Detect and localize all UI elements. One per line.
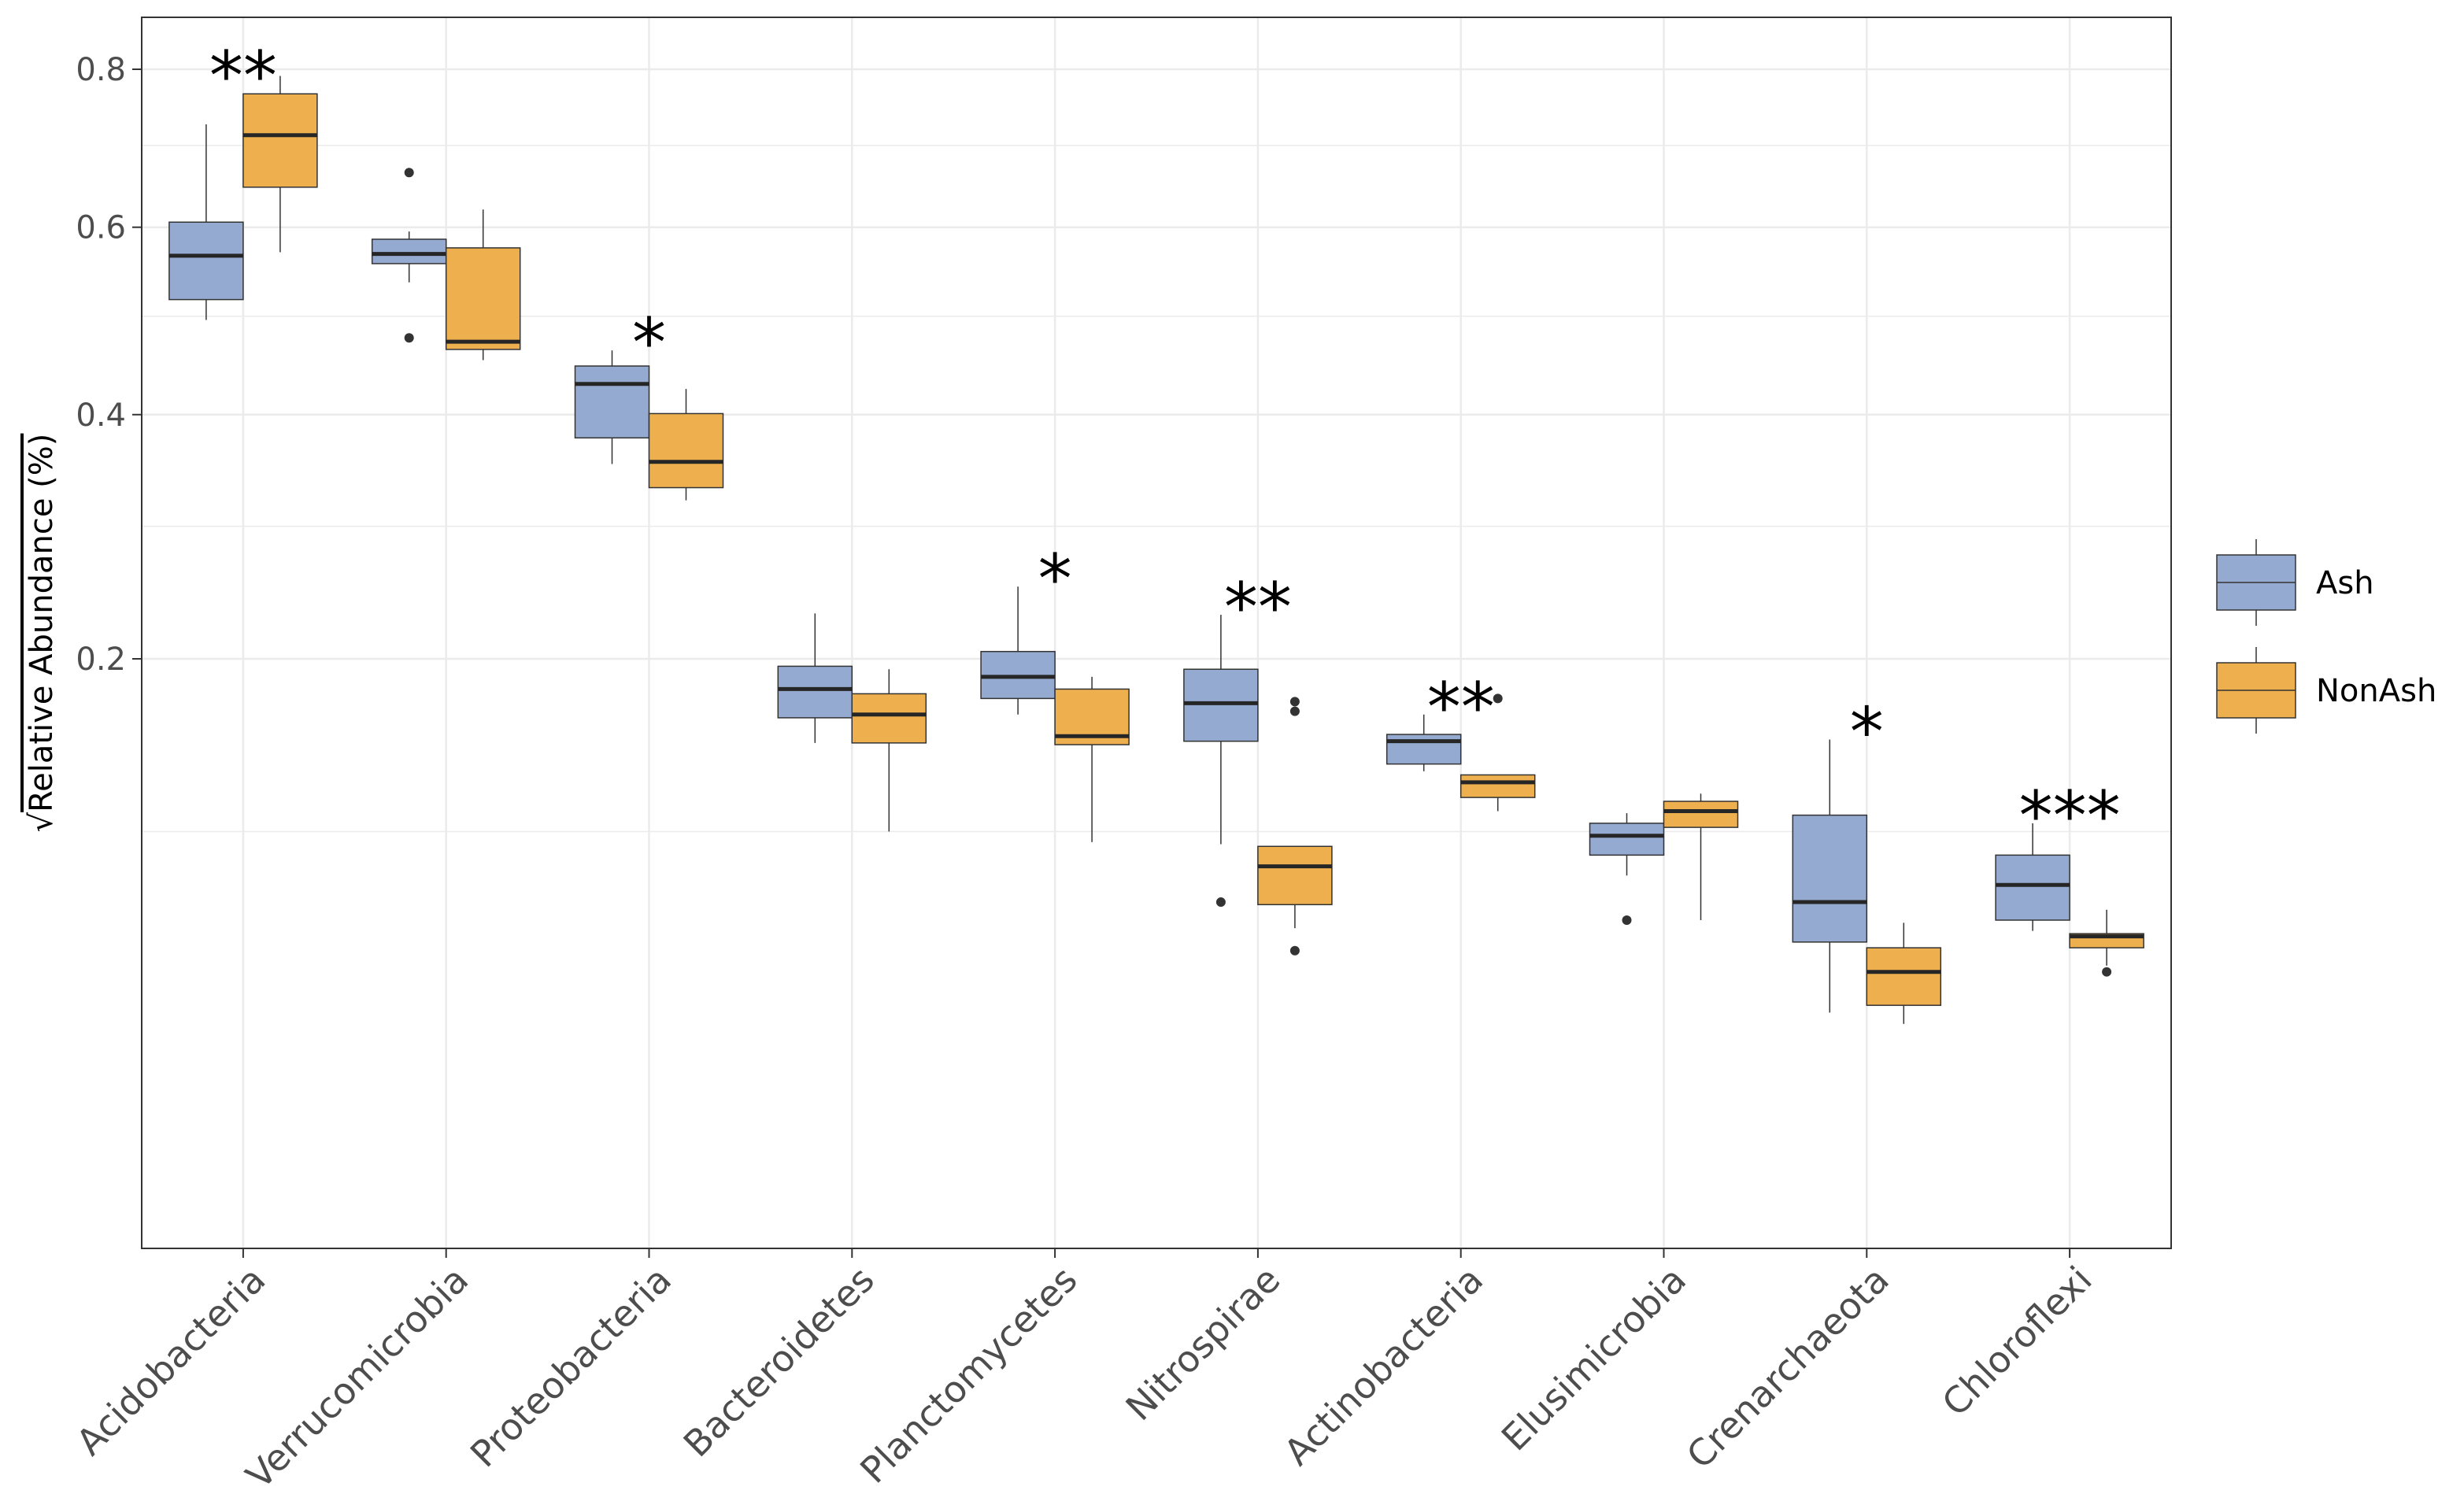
gridlines xyxy=(142,17,2171,1248)
outlier-point xyxy=(1215,897,1226,908)
x-tick-label: Chloroflexi xyxy=(1933,1258,2100,1424)
box-nonash-proteobacteria xyxy=(648,389,724,501)
outlier-point xyxy=(1289,945,1300,956)
box-ash-verrucomicrobia xyxy=(371,168,447,343)
x-tick-label: Nitrospirae xyxy=(1118,1258,1289,1429)
box-nonash-planctomycetes xyxy=(1054,676,1130,842)
box-nonash-bacteroidetes xyxy=(851,669,927,832)
legend-item-nonash: NonAsh xyxy=(2216,647,2436,734)
significance-markers: **** **** **** xyxy=(209,37,2121,856)
box-ash-actinobacteria xyxy=(1386,714,1462,771)
y-axis-title-text: Relative Abundance (%) xyxy=(24,434,60,812)
legend-label: Ash xyxy=(2316,565,2374,601)
y-tick-label: 0.8 xyxy=(76,52,126,88)
y-axis-title: √Relative Abundance (%) xyxy=(24,434,60,833)
legend-item-ash: Ash xyxy=(2216,539,2374,626)
box-nonash-crenarchaeota xyxy=(1866,923,1942,1024)
box-body xyxy=(1460,774,1536,798)
outlier-point xyxy=(2102,967,2112,977)
box-body xyxy=(777,665,853,719)
significance-marker: ** xyxy=(1427,668,1495,747)
boxes xyxy=(168,76,2144,1024)
outlier-point xyxy=(1622,915,1632,925)
box-body xyxy=(445,247,521,350)
box-ash-nitrospirae xyxy=(1183,615,1259,908)
box-ash-planctomycetes xyxy=(980,586,1056,715)
outlier-point xyxy=(404,168,414,178)
box-body xyxy=(574,365,650,439)
box-nonash-elusimicrobia xyxy=(1663,793,1739,920)
box-body xyxy=(1183,668,1259,742)
significance-marker: * xyxy=(1850,693,1884,772)
box-body xyxy=(168,221,244,301)
box-body xyxy=(1995,854,2070,921)
legend-label: NonAsh xyxy=(2316,673,2436,709)
significance-marker: * xyxy=(1038,540,1072,619)
box-ash-elusimicrobia xyxy=(1589,813,1665,925)
axes: 0.2 0.4 0.6 0.8 AcidobacteriaVerrucomicrobia… xyxy=(68,52,2100,1497)
y-tick-label: 0.4 xyxy=(76,398,126,434)
x-tick-label: Acidobacteria xyxy=(68,1258,274,1463)
y-tick-label: 0.6 xyxy=(76,210,126,246)
x-tick-label: Verrucomicrobia xyxy=(238,1258,476,1496)
x-tick-label: Proteobacteria xyxy=(462,1258,679,1475)
significance-marker: ** xyxy=(209,37,277,116)
outlier-point xyxy=(1493,693,1503,704)
box-nonash-verrucomicrobia xyxy=(445,209,521,361)
box-body xyxy=(648,412,724,489)
box-body xyxy=(1663,801,1739,828)
sqrt-symbol: √ xyxy=(24,812,60,832)
outlier-point xyxy=(1289,697,1300,707)
box-body xyxy=(371,239,447,264)
box-nonash-acidobacteria xyxy=(242,76,318,253)
outlier-point xyxy=(404,333,414,343)
box-nonash-actinobacteria xyxy=(1460,693,1536,812)
x-tick-label: Crenarchaeota xyxy=(1678,1258,1897,1477)
box-body xyxy=(1589,823,1665,856)
significance-marker: * xyxy=(632,304,666,383)
box-ash-crenarchaeota xyxy=(1792,739,1868,1013)
x-tick-label: Elusimicrobia xyxy=(1493,1258,1694,1459)
box-ash-acidobacteria xyxy=(168,124,244,320)
x-tick-label: Planctomycetes xyxy=(852,1258,1085,1491)
x-tick-label: Actinobacteria xyxy=(1276,1258,1492,1474)
plot-panel-border xyxy=(141,17,2172,1249)
box-ash-proteobacteria xyxy=(574,350,650,464)
significance-marker: *** xyxy=(2019,777,2121,856)
outlier-point xyxy=(1289,706,1300,716)
box-body xyxy=(1792,814,1868,943)
box-nonash-chloroflexi xyxy=(2069,909,2144,977)
significance-marker: ** xyxy=(1224,568,1292,647)
box-ash-chloroflexi xyxy=(1995,823,2070,931)
x-tick-label: Bacteroidetes xyxy=(675,1258,882,1465)
box-body xyxy=(851,693,927,744)
y-tick-label: 0.2 xyxy=(76,642,126,678)
box-body xyxy=(1257,845,1333,906)
box-body xyxy=(1866,947,1942,1006)
legend: Ash NonAsh xyxy=(2216,539,2436,734)
box-body xyxy=(242,93,318,188)
box-nonash-nitrospirae xyxy=(1257,697,1333,956)
box-ash-bacteroidetes xyxy=(777,613,853,743)
